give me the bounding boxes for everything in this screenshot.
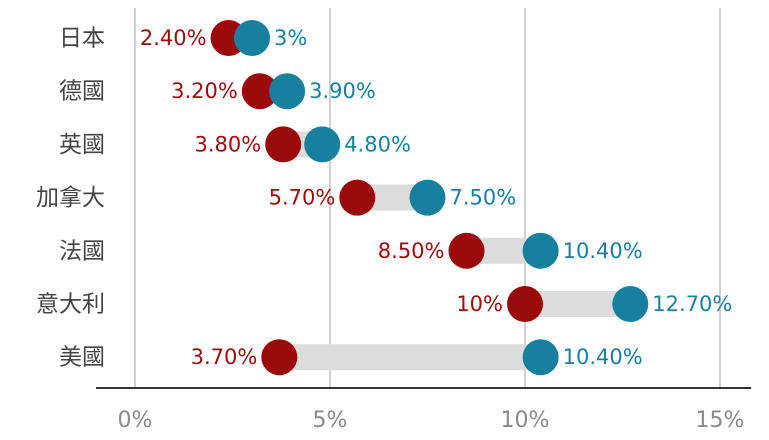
y-tick-label: 美國 [59, 345, 105, 371]
dot [234, 20, 270, 56]
value-label: 3% [274, 26, 307, 50]
value-label: 10% [456, 292, 503, 316]
dot [507, 286, 543, 322]
dot [612, 286, 649, 322]
dot [522, 232, 559, 269]
value-label: 3.70% [191, 345, 258, 369]
dot [339, 179, 376, 216]
y-tick-label: 法國 [59, 238, 105, 264]
y-tick-label: 加拿大 [36, 184, 105, 211]
connector [279, 344, 541, 371]
x-tick-label: 15% [696, 408, 745, 433]
value-label: 2.40% [140, 26, 207, 50]
value-label: 3.90% [309, 79, 376, 103]
value-label: 4.80% [344, 132, 411, 156]
value-label: 8.50% [378, 239, 445, 263]
dot [261, 339, 298, 376]
value-label: 10.40% [563, 239, 643, 263]
dot [304, 126, 341, 163]
value-label: 5.70% [269, 186, 336, 210]
dot [265, 126, 302, 163]
value-label: 3.80% [194, 132, 261, 156]
dot [522, 339, 559, 376]
y-tick-label: 英國 [59, 132, 105, 158]
value-label: 10.40% [563, 345, 643, 369]
x-tick-label: 5% [313, 408, 348, 433]
x-tick-label: 0% [118, 408, 153, 433]
value-label: 7.50% [450, 186, 517, 210]
y-tick-label: 意大利 [36, 292, 105, 318]
value-label: 3.20% [171, 79, 238, 103]
dot [448, 232, 485, 269]
y-tick-label: 德國 [59, 79, 105, 105]
dot [409, 179, 446, 216]
dot [269, 73, 306, 110]
x-tick-label: 10% [501, 408, 550, 433]
value-label: 12.70% [652, 292, 732, 316]
y-tick-label: 日本 [59, 26, 105, 52]
dot [241, 73, 278, 110]
